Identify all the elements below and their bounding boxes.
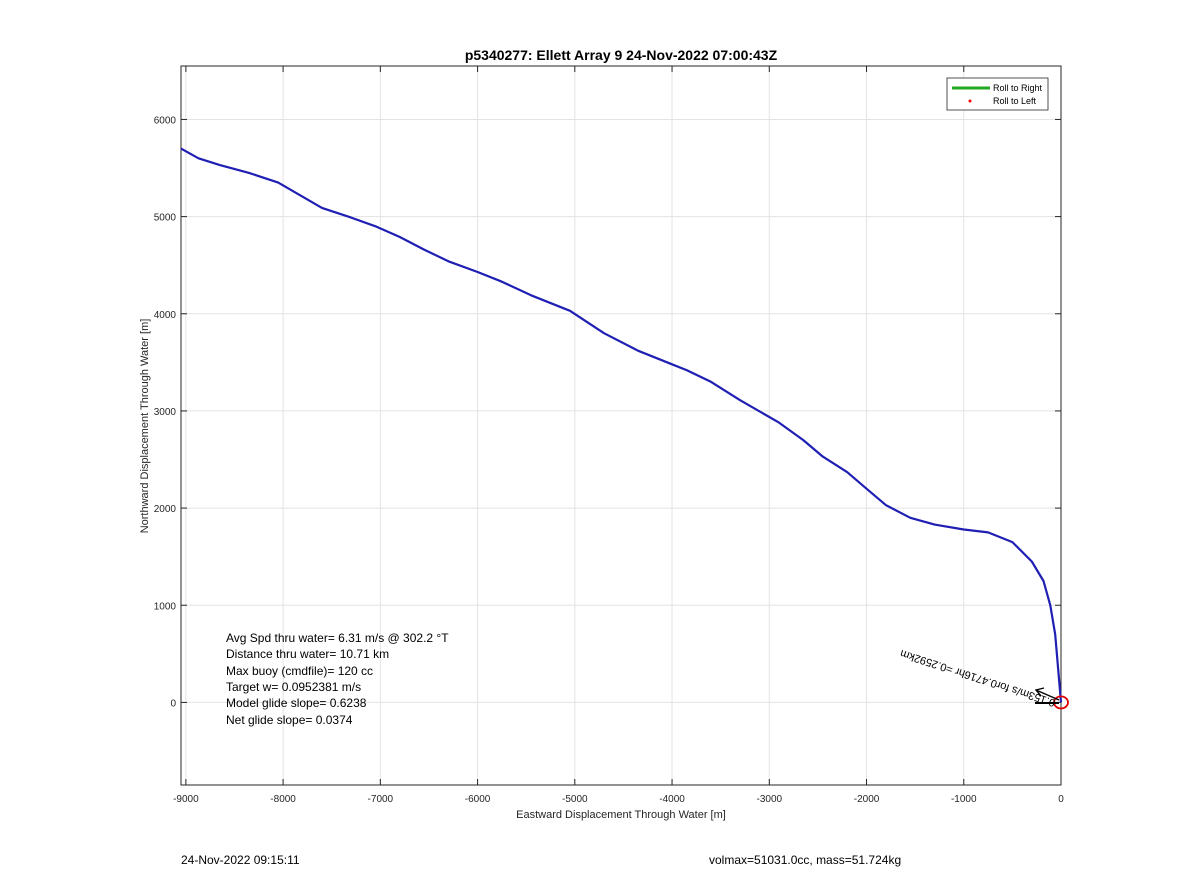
x-tick-label: -8000: [270, 794, 296, 805]
annotation-target-w: Target w= 0.0952381 m/s: [226, 680, 361, 694]
legend-swatch-roll-left: [968, 99, 972, 103]
annotation-distance: Distance thru water= 10.71 km: [226, 647, 389, 661]
annotation-max-buoy: Max buoy (cmdfile)= 120 cc: [226, 664, 373, 678]
series-layer: [180, 147, 1063, 703]
plot-frame: [180, 65, 1062, 786]
footer-volmax-mass: volmax=51031.0cc, mass=51.724kg: [709, 853, 902, 867]
y-tick-label: 2000: [154, 504, 177, 515]
y-tick-label: 5000: [154, 213, 177, 224]
y-tick-label: 3000: [154, 407, 177, 418]
annotation-model-glide: Model glide slope= 0.6238: [226, 696, 367, 710]
y-axis-label: Northward Displacement Through Water [m]: [139, 319, 151, 534]
legend-label-roll-left: Roll to Left: [993, 96, 1037, 106]
y-tick-label: 4000: [154, 310, 177, 321]
current-vector: 0.153m/s for0.4716hr =0.2592km: [899, 647, 1060, 709]
annotation-avg-speed: Avg Spd thru water= 6.31 m/s @ 302.2 °T: [226, 631, 449, 645]
legend: Roll to Right Roll to Left: [946, 77, 1049, 111]
y-tick-label: 0: [170, 698, 176, 709]
grid: [181, 66, 1062, 785]
stats-annotations: Avg Spd thru water= 6.31 m/s @ 302.2 °T …: [226, 631, 449, 727]
y-tick-label: 6000: [154, 115, 177, 126]
series-line: [180, 147, 1063, 703]
x-axis-label: Eastward Displacement Through Water [m]: [516, 809, 726, 821]
x-tick-label: -7000: [368, 794, 394, 805]
footer-timestamp: 24-Nov-2022 09:15:11: [181, 853, 300, 867]
current-arrow-shaft: [1035, 689, 1060, 701]
annotation-net-glide: Net glide slope= 0.0374: [226, 713, 353, 727]
x-tick-label: -9000: [173, 794, 199, 805]
x-tick-label: -3000: [756, 794, 782, 805]
x-tick-label: -2000: [854, 794, 880, 805]
x-tick-label: -6000: [465, 794, 491, 805]
x-tick-label: -4000: [659, 794, 685, 805]
current-arrowhead-icon: [1034, 687, 1045, 697]
legend-box: [946, 77, 1049, 111]
axis-ticks: -9000 -8000 -7000 -6000 -5000 -4000 -3000 -2000…: [154, 66, 1064, 805]
legend-label-roll-right: Roll to Right: [993, 83, 1043, 93]
chart-title: p5340277: Ellett Array 9 24-Nov-2022 07:…: [465, 47, 778, 63]
x-tick-label: 0: [1058, 794, 1064, 805]
y-tick-label: 1000: [154, 601, 177, 612]
x-tick-label: -1000: [951, 794, 977, 805]
x-tick-label: -5000: [562, 794, 588, 805]
current-label: 0.153m/s for0.4716hr =0.2592km: [899, 647, 1057, 709]
